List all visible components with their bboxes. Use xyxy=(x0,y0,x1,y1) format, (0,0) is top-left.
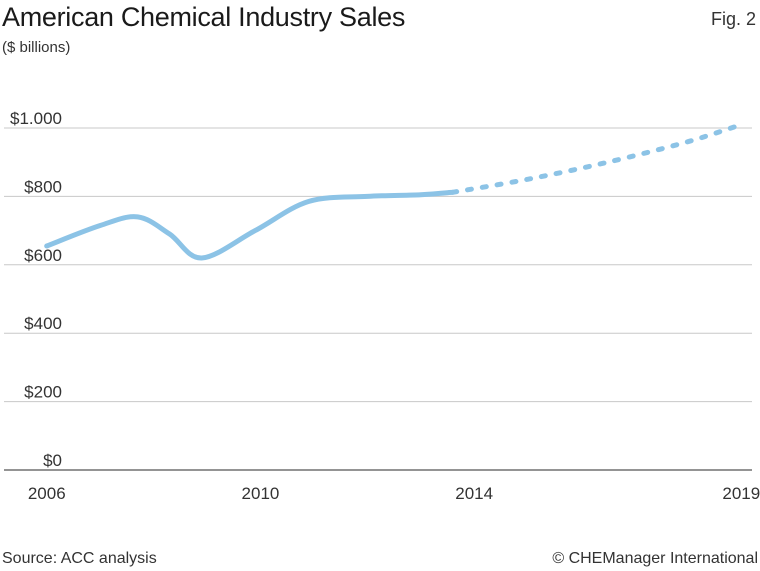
y-tick-label: $800 xyxy=(24,177,62,196)
y-tick-label: $1.000 xyxy=(10,109,62,128)
y-tick-label: $400 xyxy=(24,314,62,333)
series-line-actual xyxy=(44,189,456,261)
chart-title: American Chemical Industry Sales xyxy=(2,2,406,32)
y-tick-label: $200 xyxy=(24,383,62,402)
x-tick-label: 2006 xyxy=(28,484,66,503)
figure-label: Fig. 2 xyxy=(710,9,756,29)
source-note: Source: ACC analysis xyxy=(2,550,157,567)
x-tick-label: 2019 xyxy=(722,484,760,503)
credit-note: © CHEManager International xyxy=(552,550,758,567)
x-tick-label: 2010 xyxy=(242,484,280,503)
series-line-forecast xyxy=(450,122,744,195)
x-tick-label: 2014 xyxy=(455,484,493,503)
y-tick-label: $600 xyxy=(24,246,62,265)
y-tick-label: $0 xyxy=(43,451,62,470)
chart-subtitle: ($ billions) xyxy=(2,39,71,56)
